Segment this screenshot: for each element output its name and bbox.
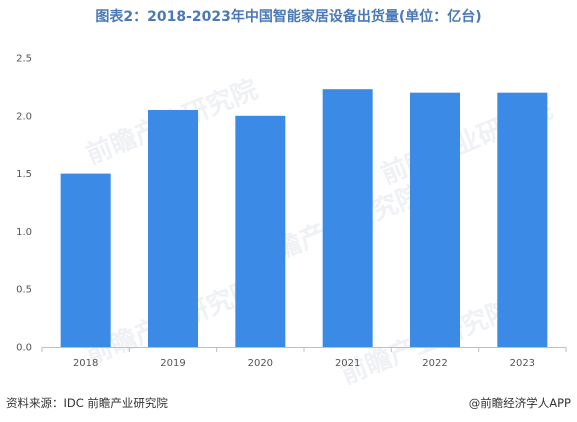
bar-chart: 前瞻产业研究院前瞻产业研究院前瞻产业研究院前瞻产业研究院前瞻产业研究院 0.00…	[16, 54, 567, 391]
y-tick-label: 1.5	[16, 169, 32, 180]
x-tick-label: 2022	[422, 358, 447, 369]
bar-2022	[410, 92, 460, 348]
bar-series	[60, 89, 548, 348]
y-tick-label: 1.0	[16, 227, 32, 238]
x-axis-ticks: 2018 2019 2020 2021 2022 2023	[41, 347, 567, 369]
brand-credit: @前瞻经济学人APP	[468, 396, 571, 410]
bar-2021	[322, 89, 373, 347]
y-tick-label: 0.0	[16, 343, 32, 354]
bar-2023	[497, 92, 548, 348]
y-tick-label: 2.5	[16, 54, 32, 65]
bar-2019	[148, 110, 198, 348]
x-tick-label: 2019	[160, 358, 185, 369]
y-axis-ticks: 0.0 0.5 1.0 1.5 2.0 2.5	[16, 54, 32, 354]
x-tick-label: 2021	[335, 358, 360, 369]
source-note: 资料来源：IDC 前瞻产业研究院	[6, 396, 168, 410]
x-tick-label: 2023	[510, 358, 535, 369]
x-tick-label: 2020	[248, 358, 273, 369]
chart-title: 图表2：2018-2023年中国智能家居设备出货量(单位：亿台)	[95, 9, 482, 25]
x-tick-label: 2018	[73, 358, 98, 369]
bar-2020	[235, 115, 286, 347]
y-tick-label: 2.0	[16, 111, 32, 122]
bar-2018	[60, 173, 111, 347]
y-tick-label: 0.5	[16, 285, 32, 296]
